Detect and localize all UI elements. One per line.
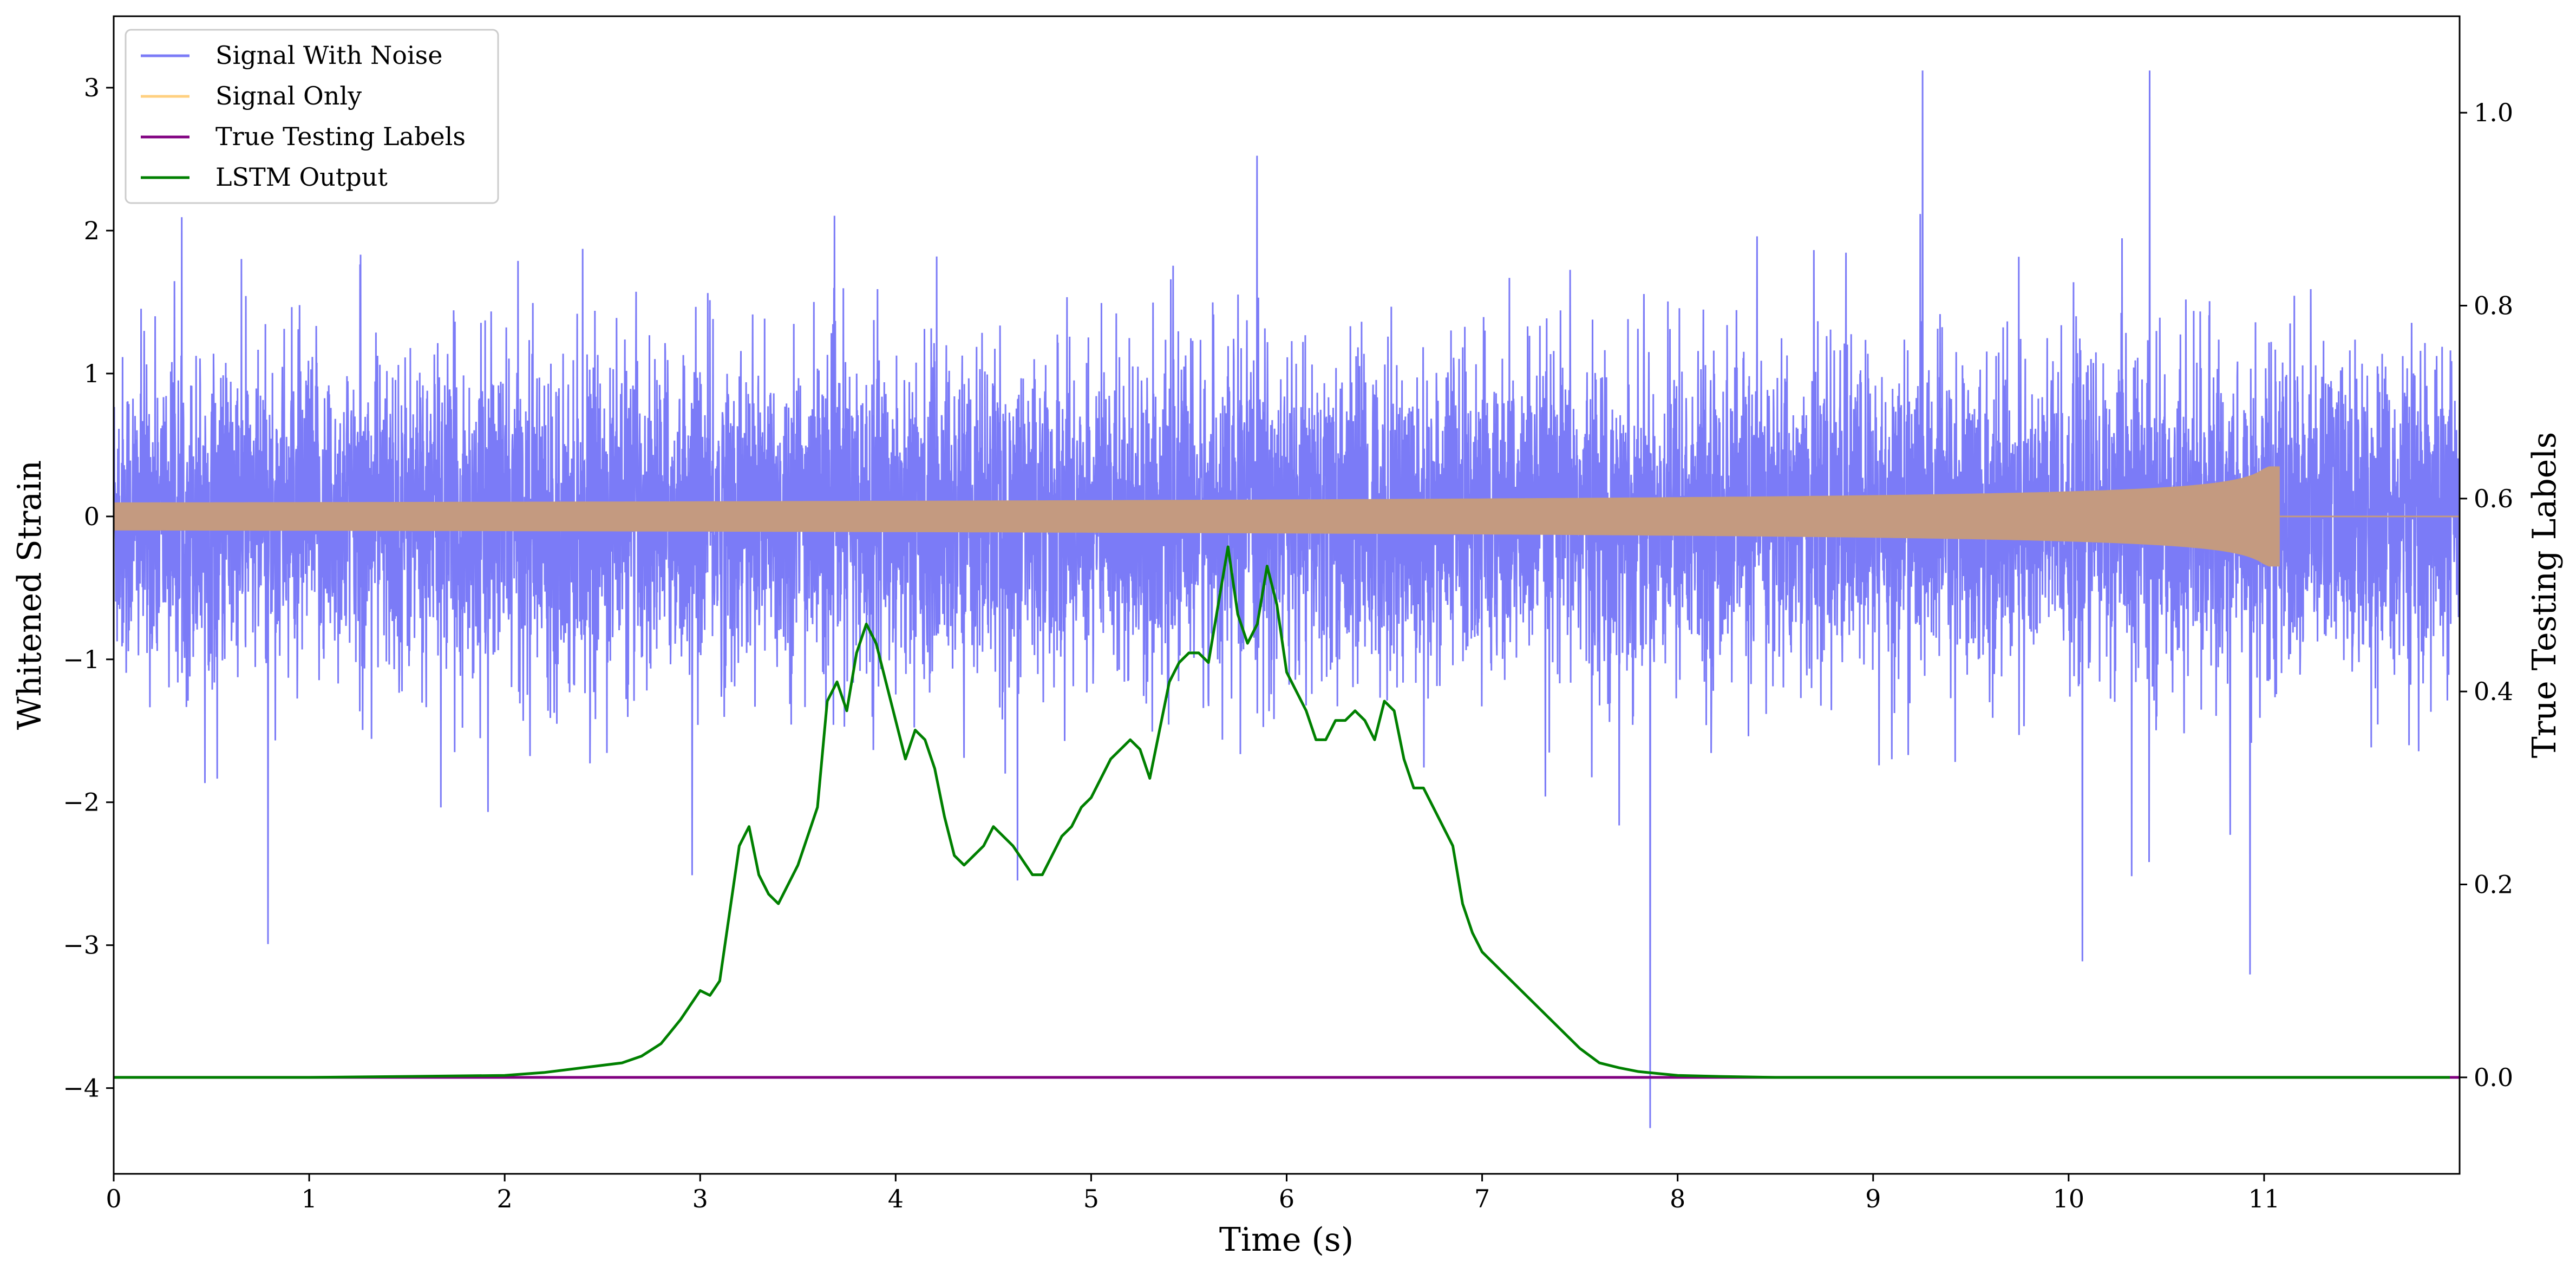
signal-only-chirp — [114, 466, 2280, 567]
x-tick-label: 1 — [301, 1184, 317, 1213]
y-tick-label: −1 — [63, 645, 100, 674]
x-tick-label: 10 — [2053, 1184, 2085, 1213]
signal-with-noise-line — [114, 70, 2460, 1128]
x-tick-label: 5 — [1083, 1184, 1099, 1213]
x-tick-label: 4 — [888, 1184, 904, 1213]
legend: Signal With Noise Signal Only True Testing… — [125, 29, 499, 204]
legend-box — [125, 29, 499, 204]
lstm-output-series — [114, 545, 2450, 1079]
right-y-axis-title: True Testing Labels — [2526, 432, 2564, 759]
y-tick-label: −3 — [63, 931, 100, 960]
y-axis-title: Whitened Strain — [11, 460, 49, 730]
y-tick-label: 1 — [84, 359, 100, 388]
right-y-tick-label: 0.2 — [2474, 870, 2513, 899]
signal-with-noise-series — [114, 70, 2460, 1128]
right-y-tick-label: 0.8 — [2474, 291, 2513, 321]
y-tick-label: −4 — [63, 1074, 100, 1103]
x-tick-label: 6 — [1279, 1184, 1294, 1213]
x-axis-ticks: 0 1 2 3 4 5 6 7 8 9 10 11 — [106, 1174, 2280, 1213]
right-y-tick-label: 0.4 — [2474, 677, 2513, 706]
x-tick-label: 7 — [1474, 1184, 1490, 1213]
y-tick-label: 2 — [84, 216, 100, 245]
right-y-tick-label: 0.6 — [2474, 484, 2513, 513]
legend-label: LSTM Output — [215, 162, 388, 192]
right-y-tick-label: 1.0 — [2474, 98, 2513, 127]
y-axis-ticks: −4 −3 −2 −1 0 1 2 3 — [63, 73, 114, 1103]
signal-only-series — [114, 466, 2460, 567]
x-tick-label: 8 — [1670, 1184, 1685, 1213]
x-tick-label: 0 — [106, 1184, 121, 1213]
legend-label: Signal With Noise — [215, 41, 442, 70]
x-tick-label: 9 — [1865, 1184, 1881, 1213]
y-tick-label: 3 — [84, 73, 100, 102]
y-tick-label: −2 — [63, 788, 100, 817]
y-tick-label: 0 — [84, 502, 100, 531]
legend-label: True Testing Labels — [215, 122, 466, 151]
lstm-output-line — [114, 545, 2450, 1079]
x-axis-title: Time (s) — [1219, 1221, 1354, 1259]
x-tick-label: 11 — [2248, 1184, 2280, 1213]
right-y-axis-ticks: 0.0 0.2 0.4 0.6 0.8 1.0 — [2460, 98, 2513, 1092]
legend-label: Signal Only — [215, 81, 362, 110]
x-tick-label: 3 — [692, 1184, 708, 1213]
right-y-tick-label: 0.0 — [2474, 1063, 2513, 1092]
x-tick-label: 2 — [497, 1184, 513, 1213]
